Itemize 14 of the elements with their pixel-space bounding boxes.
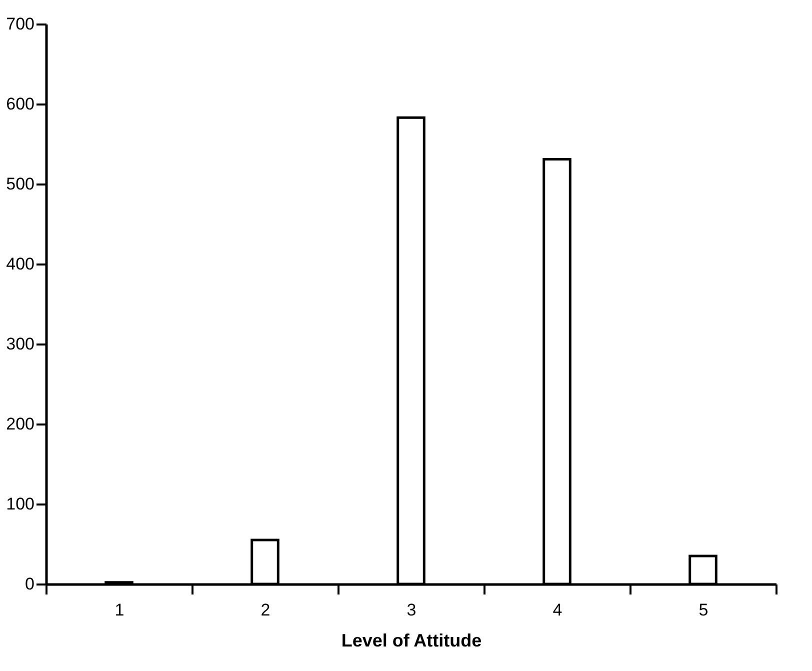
x-tick-label: 5 <box>698 600 708 620</box>
y-tick-label: 700 <box>6 14 34 34</box>
y-tick-label: 400 <box>6 254 34 274</box>
y-tick-label: 500 <box>6 174 34 194</box>
y-tick-label: 300 <box>6 334 34 354</box>
y-tick-label: 0 <box>25 574 34 594</box>
x-axis-title: Level of Attitude <box>341 630 482 650</box>
y-tick-label: 100 <box>6 494 34 514</box>
x-tick-label: 2 <box>260 600 270 620</box>
x-tick-label: 1 <box>114 600 124 620</box>
y-tick-label: 600 <box>6 94 34 114</box>
x-tick-label: 3 <box>406 600 416 620</box>
x-tick-label: 4 <box>552 600 562 620</box>
y-tick-label: 200 <box>6 414 34 434</box>
